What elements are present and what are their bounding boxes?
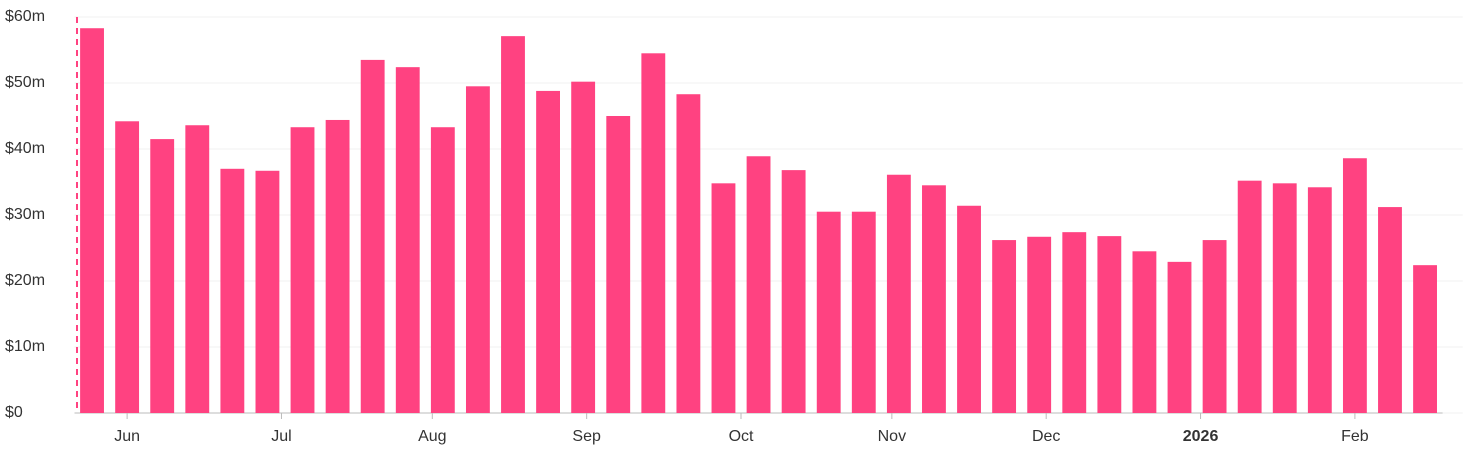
bar — [1342, 158, 1367, 413]
bar — [992, 240, 1017, 413]
bar — [1307, 187, 1332, 413]
x-tick-label: Jul — [271, 428, 291, 445]
bar — [676, 94, 701, 413]
bar — [360, 59, 385, 414]
bar — [325, 119, 350, 414]
y-tick-label: $60m — [5, 8, 45, 25]
bar — [641, 53, 666, 414]
bar — [220, 168, 245, 413]
bar — [886, 174, 911, 413]
bar — [571, 81, 596, 414]
bar — [255, 170, 280, 413]
y-tick-label: $40m — [5, 140, 45, 157]
bar — [1413, 265, 1437, 413]
x-tick-label: Oct — [729, 428, 754, 445]
bar — [746, 156, 771, 413]
bar — [185, 125, 210, 414]
bar — [430, 127, 455, 413]
bar — [781, 170, 806, 413]
x-tick-label: Feb — [1341, 428, 1369, 445]
y-tick-label: $10m — [5, 338, 45, 355]
bar — [1027, 236, 1052, 413]
bar — [115, 121, 140, 413]
bar — [80, 28, 104, 413]
x-tick-label: 2026 — [1183, 428, 1219, 445]
bar — [606, 116, 631, 413]
x-tick-label: Sep — [572, 428, 601, 445]
bar — [465, 86, 490, 414]
y-tick-label: $0 — [5, 404, 23, 421]
bar — [1378, 207, 1402, 413]
bar — [1202, 240, 1227, 413]
x-tick-label: Nov — [878, 428, 906, 445]
bar — [957, 205, 981, 413]
bar — [1097, 236, 1122, 413]
bar — [150, 139, 175, 413]
bar — [290, 127, 315, 413]
bar — [1062, 232, 1087, 413]
y-tick-label: $50m — [5, 74, 45, 91]
bar — [922, 185, 946, 413]
bar — [1237, 180, 1262, 413]
bar — [536, 90, 561, 414]
y-tick-label: $20m — [5, 272, 45, 289]
bar — [1272, 183, 1297, 413]
bar — [1167, 261, 1192, 413]
bar — [1132, 251, 1157, 413]
bar — [851, 211, 876, 413]
x-tick-label: Dec — [1032, 428, 1060, 445]
x-tick-label: Jun — [114, 428, 140, 445]
x-tick-label: Aug — [418, 428, 446, 445]
bar — [501, 36, 525, 413]
bar — [711, 183, 736, 413]
bar — [816, 211, 841, 413]
bar — [395, 67, 420, 413]
y-tick-label: $30m — [5, 206, 45, 223]
